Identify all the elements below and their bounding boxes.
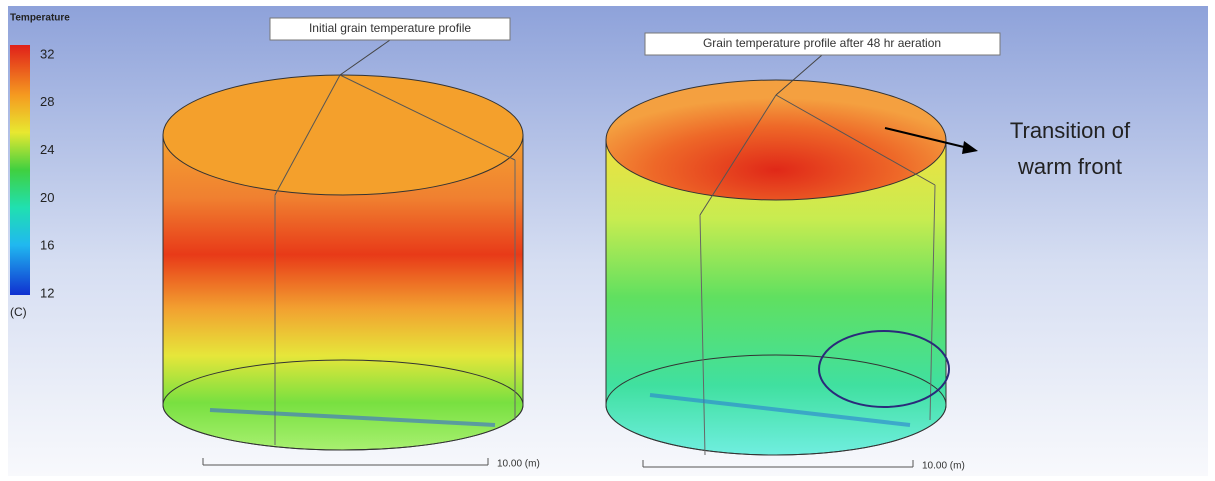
scale-label: 10.00 (m) (922, 461, 965, 472)
legend-ticks: 32 28 24 20 16 12 (40, 46, 54, 300)
legend-tick-label: 20 (40, 190, 54, 205)
scale-label: 10.00 (m) (497, 459, 540, 470)
legend-tick-label: 12 (40, 285, 54, 300)
legend-tick-label: 28 (40, 94, 54, 109)
cylinder-initial (162, 74, 524, 451)
highlight-ellipse (818, 330, 950, 408)
legend-unit: (C) (10, 305, 27, 319)
callout-text: Initial grain temperature profile (309, 21, 471, 35)
legend-tick-label: 32 (40, 46, 54, 61)
colorbar (10, 45, 30, 295)
callout-text: Grain temperature profile after 48 hr ae… (703, 36, 941, 50)
annotation-text: Transition of (1010, 118, 1131, 143)
annotation-text: warm front (1017, 154, 1122, 179)
callout-leader (339, 39, 391, 76)
callout-leader (775, 54, 823, 96)
callout-box (269, 17, 511, 41)
legend-tick-label: 24 (40, 142, 54, 157)
legend-tick-label: 16 (40, 238, 54, 253)
scale-bar (202, 458, 914, 468)
cylinder-aerated (605, 79, 947, 456)
annotation-arrow (884, 127, 969, 149)
callout-box (644, 32, 1001, 56)
arrow-head (962, 141, 978, 154)
legend-title: Temperature (10, 13, 70, 24)
